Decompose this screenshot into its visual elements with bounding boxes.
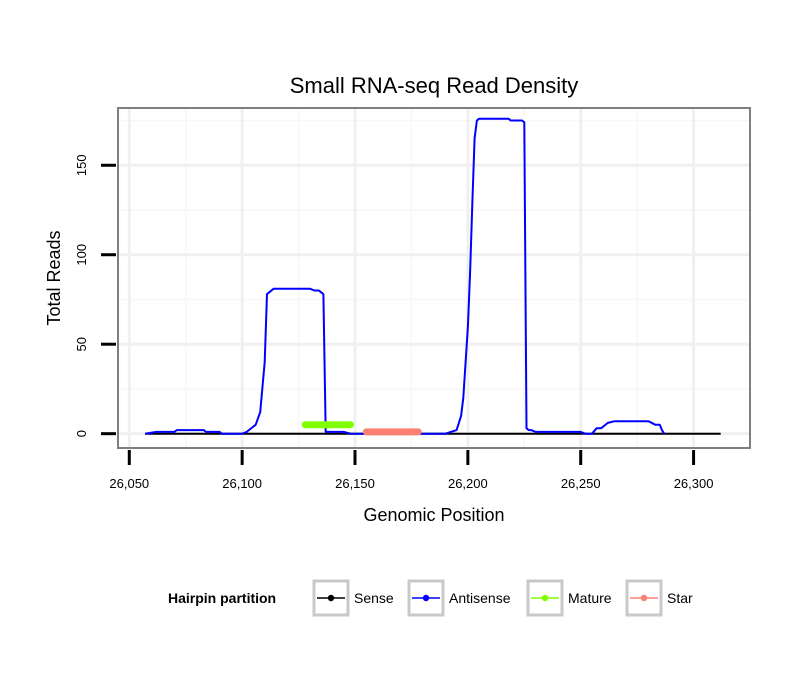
legend-label-sense: Sense — [354, 590, 394, 606]
series-antisense-line — [144, 117, 666, 435]
legend-label-star: Star — [667, 590, 693, 606]
axes: 26,050 26,100 26,150 26,200 26,250 26,300 0 50 1… — [74, 154, 713, 491]
x-tick-label: 26,100 — [222, 476, 262, 491]
x-tick-label: 26,300 — [674, 476, 714, 491]
legend-label-mature: Mature — [568, 590, 612, 606]
y-axis-title: Total Reads — [44, 230, 64, 325]
series-layer — [144, 117, 721, 436]
legend-title: Hairpin partition — [168, 590, 276, 606]
x-axis-title: Genomic Position — [363, 505, 504, 525]
legend: Hairpin partition Sense Antisense Mature… — [168, 579, 693, 617]
x-tick-label: 26,200 — [448, 476, 488, 491]
x-tick-label: 26,050 — [109, 476, 149, 491]
x-tick-label: 26,150 — [335, 476, 375, 491]
legend-dot-antisense — [422, 594, 430, 602]
legend-item-mature: Mature — [526, 579, 612, 617]
x-tick-label: 26,250 — [561, 476, 601, 491]
legend-dot-star — [640, 594, 648, 602]
legend-item-sense: Sense — [312, 579, 394, 617]
y-tick-label: 150 — [74, 154, 89, 176]
legend-item-star: Star — [625, 579, 693, 617]
plot-background — [118, 108, 750, 448]
y-tick-label: 50 — [74, 337, 89, 351]
grid — [118, 108, 750, 448]
legend-dot-sense — [327, 594, 335, 602]
chart-title: Small RNA-seq Read Density — [290, 73, 579, 98]
y-tick-label: 100 — [74, 244, 89, 266]
legend-label-antisense: Antisense — [449, 590, 511, 606]
plot-border — [117, 107, 751, 449]
legend-item-antisense: Antisense — [407, 579, 511, 617]
y-tick-label: 0 — [74, 430, 89, 437]
legend-dot-mature — [541, 594, 549, 602]
